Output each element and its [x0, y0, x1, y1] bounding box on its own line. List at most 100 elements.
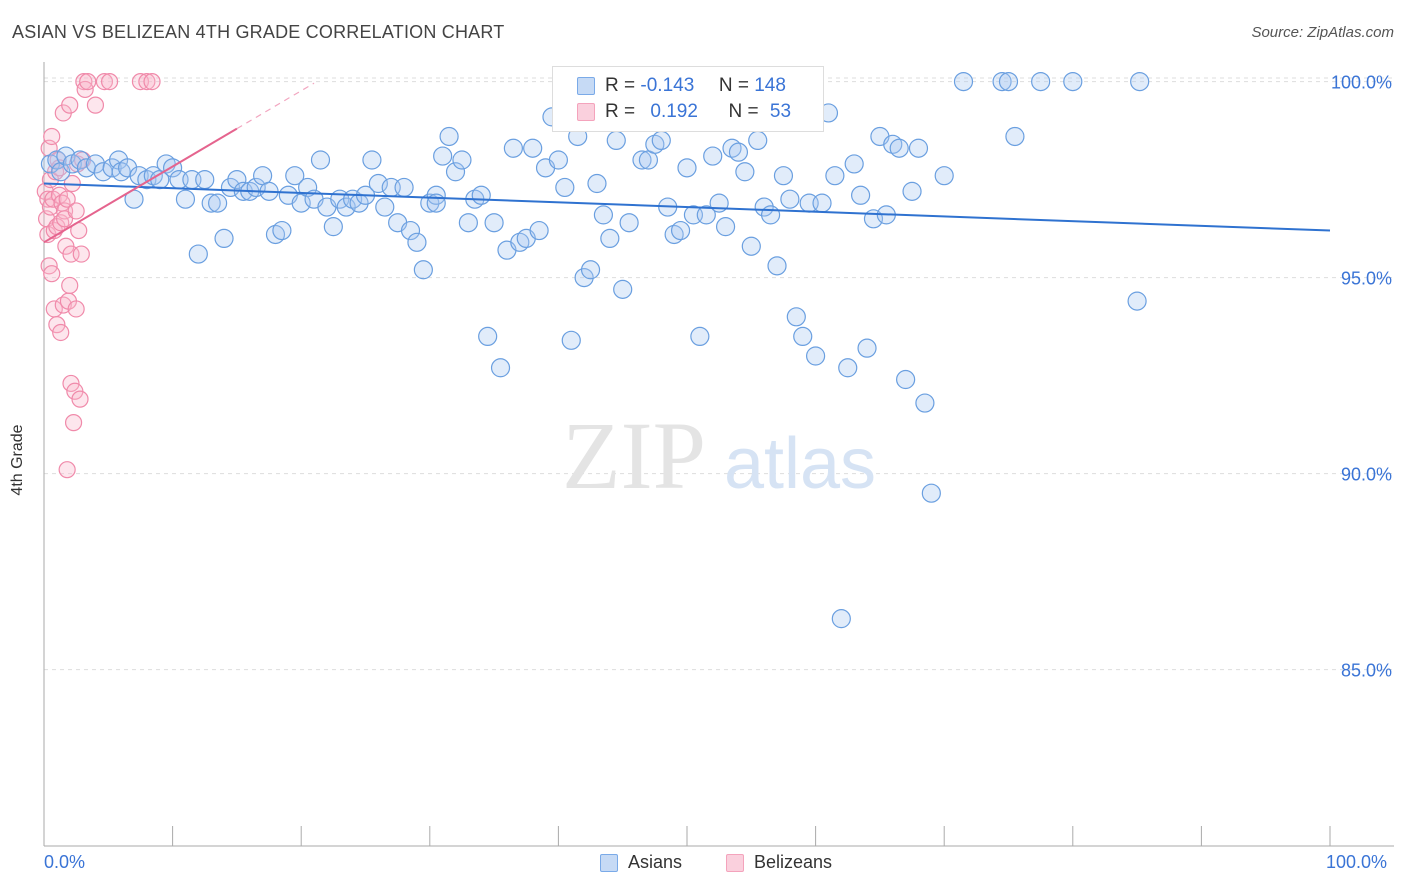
asian-point: [696, 205, 716, 225]
asian-point: [1063, 71, 1083, 92]
series-legend: Asians Belizeans: [0, 850, 1406, 878]
asian-point: [188, 244, 208, 264]
asian-point: [407, 232, 427, 252]
asian-point: [805, 346, 826, 366]
legend-swatch-asians: [577, 76, 595, 95]
y-tick-label: 90.0%: [1341, 465, 1392, 485]
y-tick-label: 100.0%: [1331, 73, 1392, 93]
belizean-point: [95, 72, 114, 91]
asian-point: [606, 130, 626, 150]
asian-point: [220, 177, 241, 198]
belizean-point: [143, 72, 161, 91]
belizean-point: [138, 72, 156, 91]
legend-swatch-asians: [600, 854, 618, 873]
asian-point: [844, 154, 864, 174]
belizean-point: [58, 190, 76, 208]
asian-point: [934, 166, 954, 186]
asian-point: [780, 189, 800, 209]
asian-point: [70, 150, 90, 170]
asian-point: [632, 150, 652, 170]
asian-point: [773, 166, 794, 186]
asian-point: [298, 177, 318, 198]
asian-point: [400, 220, 421, 241]
belizean-point: [52, 323, 70, 342]
asian-point: [426, 185, 446, 205]
belizean-point: [62, 374, 80, 393]
asian-point: [690, 326, 710, 346]
asian-point: [529, 220, 549, 241]
asian-point: [953, 71, 974, 92]
watermark: ZIP atlas: [562, 402, 876, 509]
asian-point: [285, 166, 305, 186]
belizean-point: [43, 127, 61, 146]
asian-point: [593, 205, 614, 225]
asian-point: [561, 330, 581, 350]
asian-point: [478, 326, 498, 346]
asian-point: [889, 138, 909, 158]
watermark-zip: ZIP: [562, 402, 706, 509]
legend-row-asians: R = -0.143 N = 148: [577, 75, 786, 99]
legend-item-asians[interactable]: Asians: [600, 852, 682, 873]
asian-point: [458, 213, 478, 233]
asian-point: [857, 338, 877, 358]
asian-point: [793, 326, 813, 346]
asian-point: [896, 369, 916, 390]
legend-n-label: N =: [728, 101, 759, 122]
belizean-point: [67, 300, 85, 318]
asian-point: [992, 71, 1012, 92]
legend-item-belizeans[interactable]: Belizeans: [726, 852, 832, 873]
belizeans-trend-line: [43, 127, 238, 244]
asian-point: [484, 213, 504, 233]
asian-point: [825, 166, 845, 186]
asian-point: [323, 217, 343, 237]
asian-point: [195, 170, 215, 190]
asian-point: [208, 193, 228, 213]
belizean-point: [72, 245, 90, 263]
asian-point: [580, 260, 601, 280]
watermark-atlas: atlas: [724, 424, 876, 504]
asian-point: [272, 220, 292, 241]
legend-n-label: N =: [718, 75, 749, 96]
asian-point: [670, 220, 691, 241]
asian-point: [1127, 291, 1147, 311]
y-tick-labels: 85.0% 90.0% 95.0% 100.0%: [1331, 73, 1392, 681]
belizean-point: [67, 202, 85, 220]
asian-point: [471, 185, 491, 205]
asian-point: [1031, 71, 1051, 92]
asians-trend-line: [43, 182, 1331, 232]
asian-point: [651, 130, 671, 150]
legend-r-value: 0.192: [650, 101, 698, 122]
legend-label-belizeans: Belizeans: [754, 852, 833, 872]
x-tick-label-min: 0.0%: [44, 852, 86, 872]
asian-point: [587, 173, 607, 194]
asian-point: [56, 146, 76, 166]
asian-point: [439, 126, 459, 147]
asian-point: [703, 146, 723, 166]
gridlines: [44, 77, 1394, 671]
asian-point: [201, 193, 221, 213]
asian-point: [490, 358, 511, 378]
asian-point: [433, 146, 453, 166]
legend-r-value: -0.143: [640, 75, 695, 96]
asian-point: [214, 228, 234, 248]
belizean-point: [86, 96, 105, 114]
asian-point: [310, 150, 331, 170]
legend-swatch-belizeans: [577, 102, 595, 121]
asian-point: [503, 138, 523, 158]
asian-point: [600, 228, 620, 248]
belizean-point: [61, 96, 79, 114]
asian-point: [741, 236, 761, 256]
asian-point: [227, 170, 247, 190]
x-tick-label-max: 100.0%: [1326, 852, 1388, 872]
asian-point: [831, 609, 851, 629]
asian-point: [175, 189, 196, 209]
legend-r-label: R =: [605, 101, 636, 122]
legend-swatch-belizeans: [726, 854, 744, 873]
asian-point: [908, 138, 929, 158]
asian-point: [1130, 71, 1150, 92]
asian-point: [574, 268, 594, 288]
asian-point: [748, 130, 768, 150]
belizean-point: [64, 414, 83, 432]
y-tick-label: 95.0%: [1341, 269, 1392, 289]
